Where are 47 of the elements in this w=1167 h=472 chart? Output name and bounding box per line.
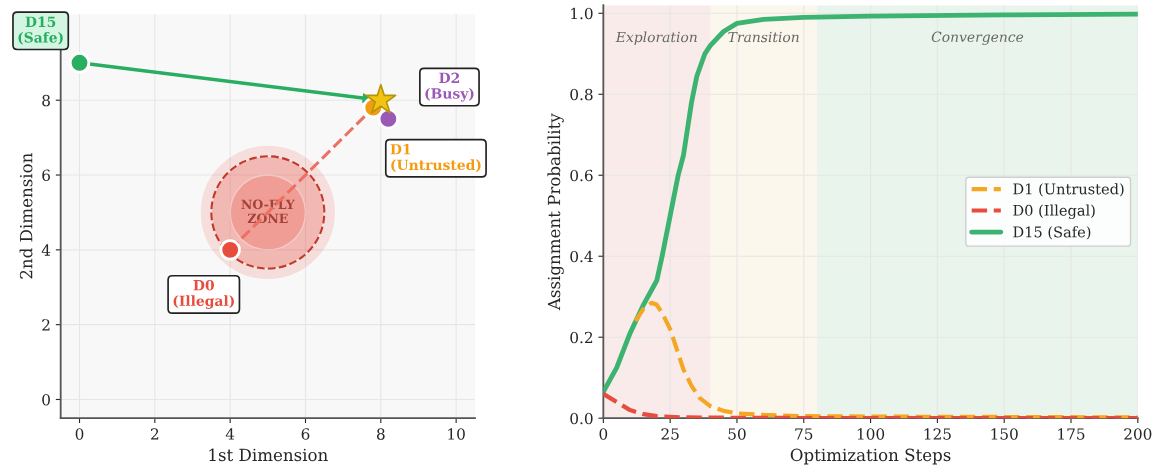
- band-label: Transition: [728, 31, 799, 43]
- x-axis-title: 1st Dimension: [209, 448, 328, 462]
- line-series: [603, 11, 1138, 395]
- point: [365, 83, 397, 114]
- x-tick-label: 50: [728, 428, 746, 440]
- x-tick-label: 4: [225, 428, 235, 440]
- annotation: D1 (Untrusted): [390, 144, 481, 173]
- y-tick-label: 6: [42, 169, 50, 182]
- y-tick-label: 1.0: [571, 7, 593, 20]
- legend-label: D1 (Untrusted): [1013, 183, 1124, 197]
- annotation: D0 (Illegal): [173, 279, 234, 309]
- annotation: D2 (Busy): [425, 72, 474, 102]
- x-tick-label: 0: [599, 428, 608, 440]
- y-tick-label: 0: [42, 393, 50, 406]
- y-tick-label: 0.6: [570, 169, 593, 182]
- x-tick-label: 2: [151, 428, 159, 440]
- legend-label: D15 (Safe): [1013, 226, 1091, 240]
- y-tick-label: 0.0: [570, 412, 593, 425]
- y-tick-label: 0.4: [570, 250, 593, 263]
- x-tick-label: 6: [301, 428, 310, 440]
- band-label: Exploration: [615, 31, 697, 45]
- y-tick-label: 2: [42, 319, 50, 331]
- y-tick-label: 0.8: [570, 88, 593, 101]
- x-tick-label: 10: [448, 428, 465, 440]
- x-tick-label: 150: [991, 428, 1018, 440]
- x-tick-label: 0: [75, 428, 84, 440]
- point: [68, 52, 91, 74]
- y-axis-title: 2nd Dimension: [19, 153, 33, 279]
- band-label: Convergence: [931, 31, 1024, 45]
- x-tick-label: 75: [795, 428, 813, 440]
- x-tick-label: 175: [1058, 428, 1085, 440]
- x-tick-label: 25: [661, 428, 679, 440]
- y-tick-label: 8: [42, 94, 50, 107]
- x-tick-label: 8: [376, 428, 385, 440]
- point: [219, 239, 241, 261]
- annotation: D15 (Safe): [18, 16, 63, 45]
- legend-label: D0 (Illegal): [1013, 204, 1095, 219]
- annotation: NO-FLY ZONE: [241, 199, 295, 224]
- x-tick-label: 125: [924, 428, 951, 440]
- y-tick-label: 4: [41, 244, 51, 256]
- y-axis-title: Assignment Probability: [547, 113, 564, 311]
- x-axis-title: Optimization Steps: [790, 448, 951, 465]
- line-series: [633, 300, 1138, 419]
- x-tick-label: 200: [1124, 428, 1152, 440]
- x-tick-label: 100: [857, 428, 885, 440]
- point: [377, 108, 400, 130]
- y-tick-label: 0.2: [570, 331, 593, 344]
